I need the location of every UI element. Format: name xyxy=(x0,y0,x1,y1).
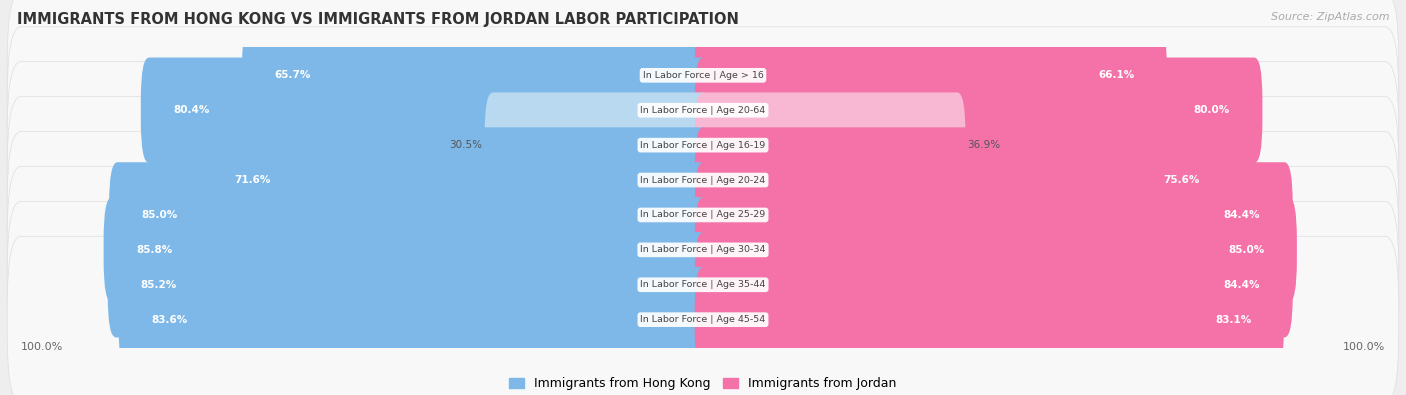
Text: 80.4%: 80.4% xyxy=(173,105,209,115)
FancyBboxPatch shape xyxy=(201,127,711,233)
Text: 100.0%: 100.0% xyxy=(1343,342,1385,352)
FancyBboxPatch shape xyxy=(695,127,1232,233)
Legend: Immigrants from Hong Kong, Immigrants from Jordan: Immigrants from Hong Kong, Immigrants fr… xyxy=(505,372,901,395)
FancyBboxPatch shape xyxy=(7,97,1399,263)
FancyBboxPatch shape xyxy=(695,58,1263,163)
FancyBboxPatch shape xyxy=(118,267,711,372)
FancyBboxPatch shape xyxy=(7,62,1399,229)
Text: IMMIGRANTS FROM HONG KONG VS IMMIGRANTS FROM JORDAN LABOR PARTICIPATION: IMMIGRANTS FROM HONG KONG VS IMMIGRANTS … xyxy=(17,12,738,27)
Text: In Labor Force | Age > 16: In Labor Force | Age > 16 xyxy=(643,71,763,80)
Text: 85.8%: 85.8% xyxy=(136,245,173,255)
FancyBboxPatch shape xyxy=(104,197,711,303)
FancyBboxPatch shape xyxy=(485,92,711,198)
Text: In Labor Force | Age 45-54: In Labor Force | Age 45-54 xyxy=(640,315,766,324)
FancyBboxPatch shape xyxy=(695,23,1167,128)
Text: 83.1%: 83.1% xyxy=(1215,315,1251,325)
Text: In Labor Force | Age 20-64: In Labor Force | Age 20-64 xyxy=(640,106,766,115)
Text: 80.0%: 80.0% xyxy=(1194,105,1230,115)
FancyBboxPatch shape xyxy=(695,267,1284,372)
Text: 36.9%: 36.9% xyxy=(967,140,1001,150)
FancyBboxPatch shape xyxy=(7,236,1399,395)
FancyBboxPatch shape xyxy=(7,166,1399,333)
Text: 71.6%: 71.6% xyxy=(233,175,270,185)
Text: 30.5%: 30.5% xyxy=(450,140,482,150)
Text: In Labor Force | Age 35-44: In Labor Force | Age 35-44 xyxy=(640,280,766,289)
Text: In Labor Force | Age 25-29: In Labor Force | Age 25-29 xyxy=(640,211,766,220)
Text: 85.0%: 85.0% xyxy=(142,210,177,220)
FancyBboxPatch shape xyxy=(695,197,1296,303)
FancyBboxPatch shape xyxy=(110,162,711,268)
FancyBboxPatch shape xyxy=(7,27,1399,194)
FancyBboxPatch shape xyxy=(141,58,711,163)
Text: 85.0%: 85.0% xyxy=(1229,245,1264,255)
Text: 83.6%: 83.6% xyxy=(152,315,187,325)
Text: 100.0%: 100.0% xyxy=(21,342,63,352)
Text: In Labor Force | Age 16-19: In Labor Force | Age 16-19 xyxy=(640,141,766,150)
Text: In Labor Force | Age 30-34: In Labor Force | Age 30-34 xyxy=(640,245,766,254)
FancyBboxPatch shape xyxy=(7,201,1399,368)
Text: 84.4%: 84.4% xyxy=(1223,280,1260,290)
FancyBboxPatch shape xyxy=(242,23,711,128)
Text: 65.7%: 65.7% xyxy=(274,70,311,80)
FancyBboxPatch shape xyxy=(7,132,1399,298)
FancyBboxPatch shape xyxy=(7,0,1399,159)
FancyBboxPatch shape xyxy=(108,232,711,337)
Text: Source: ZipAtlas.com: Source: ZipAtlas.com xyxy=(1271,12,1389,22)
Text: In Labor Force | Age 20-24: In Labor Force | Age 20-24 xyxy=(640,175,766,184)
FancyBboxPatch shape xyxy=(695,92,966,198)
Text: 85.2%: 85.2% xyxy=(141,280,176,290)
Text: 66.1%: 66.1% xyxy=(1098,70,1135,80)
FancyBboxPatch shape xyxy=(695,232,1292,337)
Text: 75.6%: 75.6% xyxy=(1163,175,1199,185)
FancyBboxPatch shape xyxy=(695,162,1292,268)
Text: 84.4%: 84.4% xyxy=(1223,210,1260,220)
